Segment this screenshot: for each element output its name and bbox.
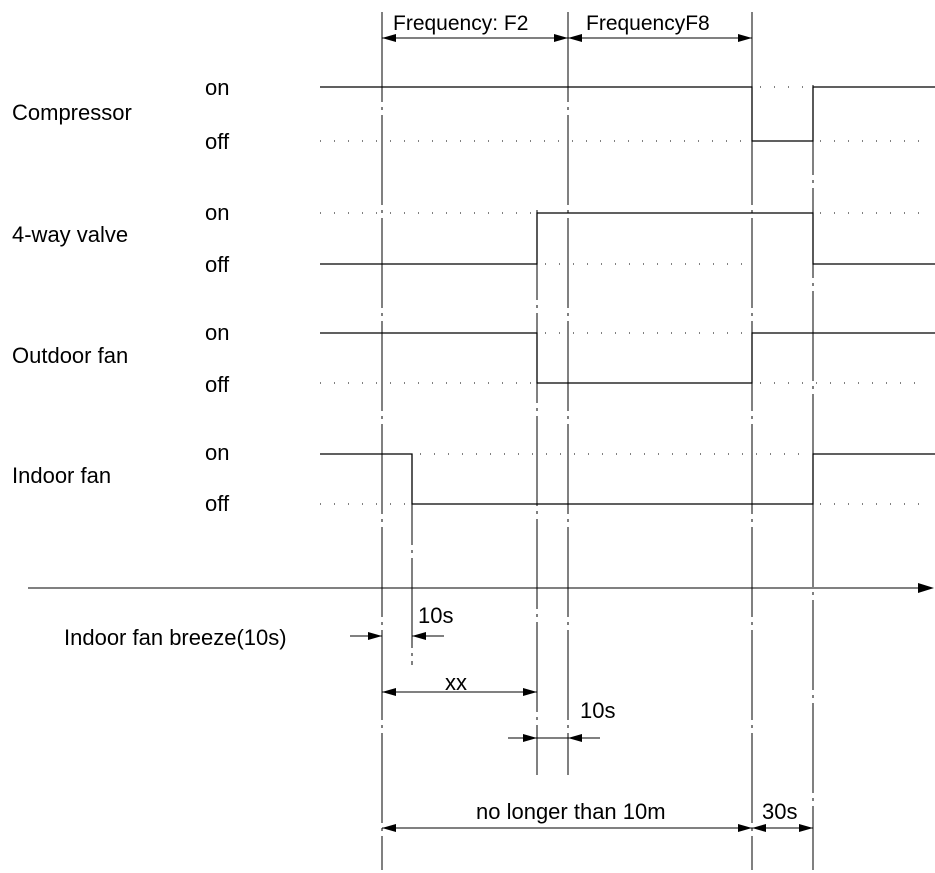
- time-axis: [28, 583, 934, 593]
- signal-label-indoor-fan: Indoor fan: [12, 463, 111, 488]
- signal-label-compressor: Compressor: [12, 100, 132, 125]
- state-on-indoor-fan: on: [205, 440, 229, 465]
- frequency-brackets: [382, 34, 752, 42]
- breeze-duration: 10s: [418, 603, 453, 628]
- delay-duration: 10s: [580, 698, 615, 723]
- waveform-indoor-fan: [320, 453, 935, 505]
- breeze-dimension: [350, 632, 444, 640]
- state-on-outdoor-fan: on: [205, 320, 229, 345]
- xx-dimension: [382, 688, 537, 696]
- state-off-indoor-fan: off: [205, 491, 230, 516]
- signal-label-4-way-valve: 4-way valve: [12, 222, 128, 247]
- state-on-4-way-valve: on: [205, 200, 229, 225]
- signal-label-outdoor-fan: Outdoor fan: [12, 343, 128, 368]
- frequency-f2-label: Frequency: F2: [393, 12, 528, 35]
- wait-duration-label: 30s: [762, 799, 797, 824]
- frequency-f8-label: FrequencyF8: [586, 12, 710, 35]
- delay-dimension: [508, 734, 600, 742]
- waveform-4-way-valve: [320, 212, 935, 265]
- wait-duration-dimension: [752, 824, 813, 832]
- state-on-compressor: on: [205, 75, 229, 100]
- xx-label: xx: [445, 670, 467, 695]
- max-duration-label: no longer than 10m: [476, 799, 666, 824]
- breeze-label: Indoor fan breeze(10s): [64, 625, 287, 650]
- state-off-4-way-valve: off: [205, 252, 230, 277]
- waveform-outdoor-fan: [320, 332, 935, 384]
- max-duration-dimension: [382, 824, 752, 832]
- waveform-compressor: [320, 86, 935, 142]
- dotted-reference-levels: [320, 86, 920, 505]
- state-off-outdoor-fan: off: [205, 372, 230, 397]
- state-off-compressor: off: [205, 129, 230, 154]
